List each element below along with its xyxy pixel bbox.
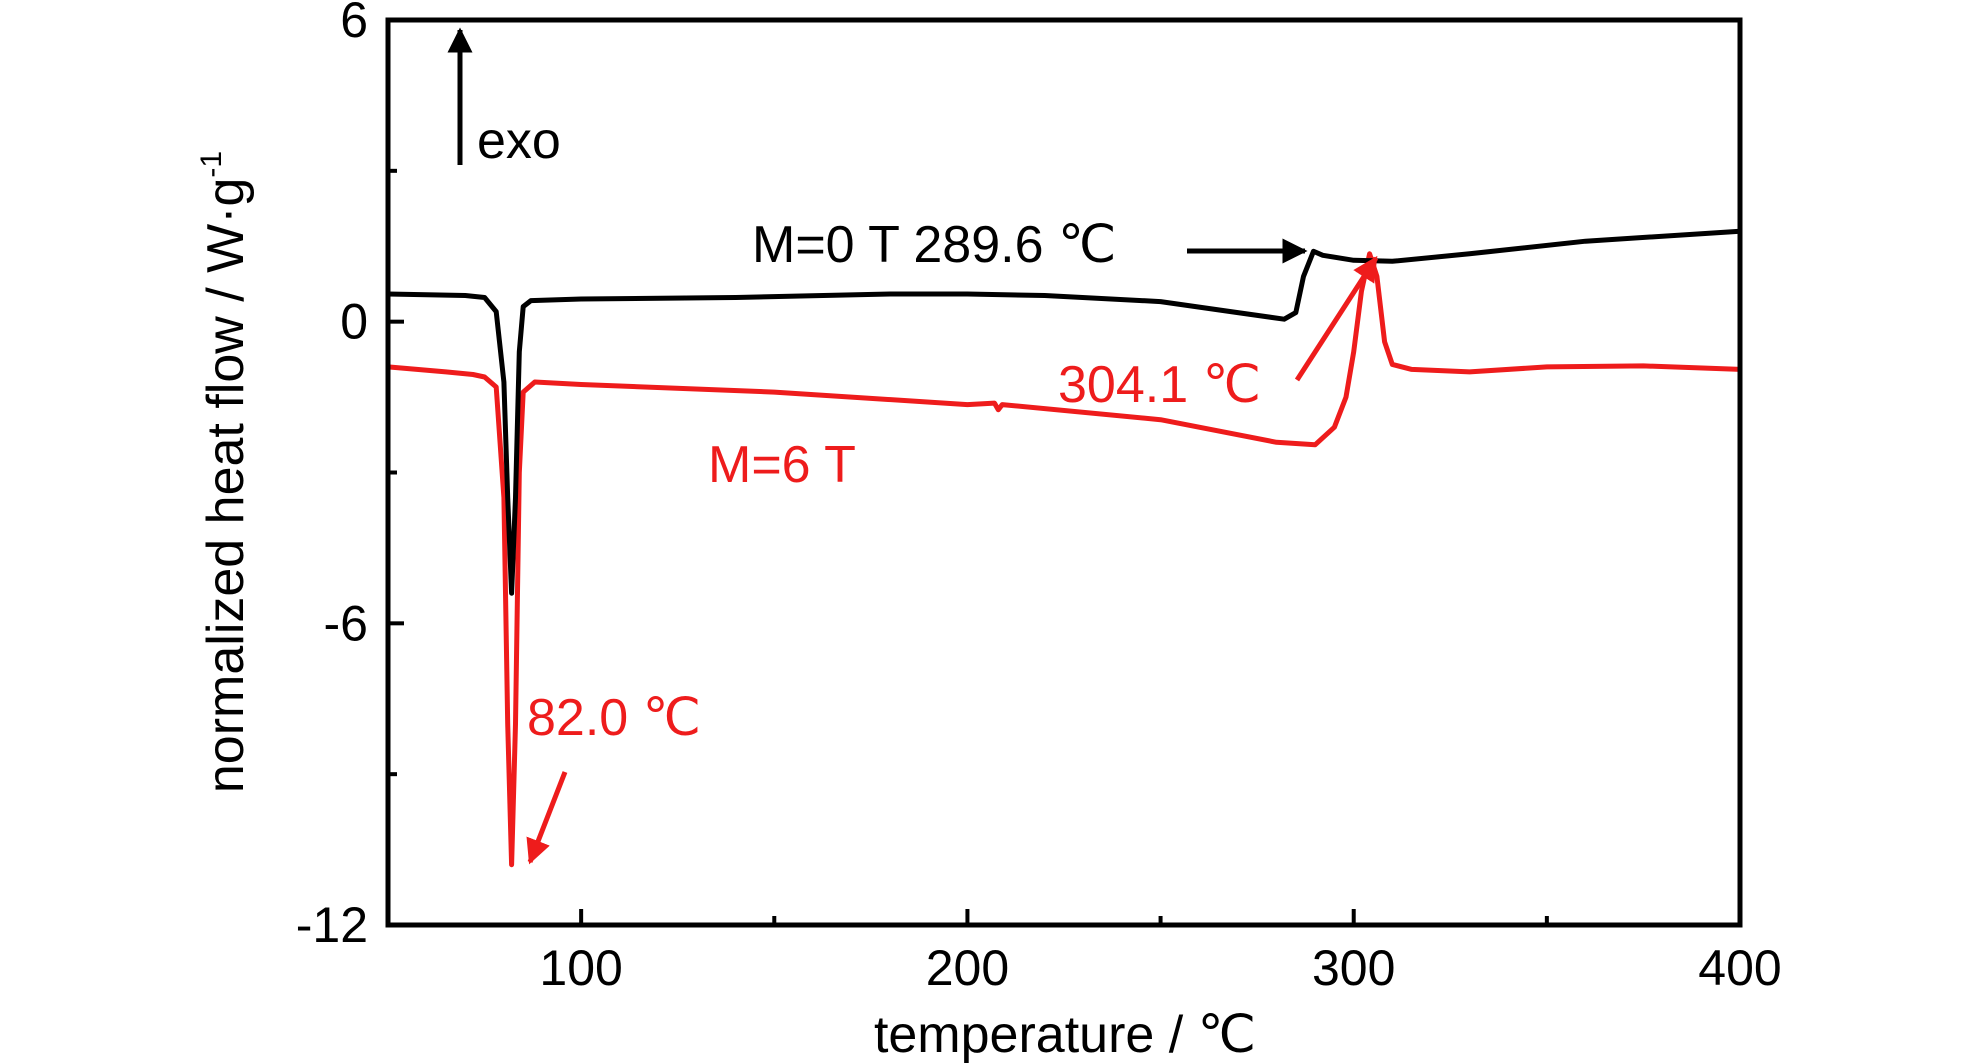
m6-low-peak-label: 82.0 ℃: [527, 689, 701, 747]
m6-series-label: M=6 T: [708, 436, 856, 494]
x-axis-title: temperature / ℃: [874, 1006, 1256, 1063]
m0-peak-label: M=0 T 289.6 ℃: [752, 216, 1116, 274]
y-axis-title-main: normalized heat flow / W·g: [197, 178, 255, 794]
plot-frame: [385, 17, 1743, 928]
m6-low-peak-arrow: [526, 771, 568, 865]
series-line-m-6-t: [385, 251, 1743, 868]
y-axis-title: normalized heat flow / W·g-1: [195, 151, 255, 793]
axis-ticks: [388, 18, 1742, 927]
x-tick-label: 400: [1698, 940, 1781, 996]
exo-label: exo: [477, 112, 561, 170]
axis-tick-labels: 100 200 300 400 6 0 -6 -12: [296, 0, 1782, 996]
m6-high-peak-label: 304.1 ℃: [1058, 356, 1261, 414]
series-layer: [385, 228, 1743, 868]
series-line-m-0-t: [385, 228, 1743, 596]
y-tick-label: -6: [324, 595, 368, 651]
y-tick-label: 6: [340, 0, 368, 48]
y-tick-label: 0: [340, 294, 368, 350]
x-tick-label: 200: [926, 940, 1009, 996]
x-tick-label: 100: [539, 940, 622, 996]
m6-high-peak-arrow: [1294, 255, 1379, 382]
y-axis-title-sup: -1: [195, 151, 228, 178]
y-tick-label: -12: [296, 897, 368, 953]
x-tick-label: 300: [1312, 940, 1395, 996]
